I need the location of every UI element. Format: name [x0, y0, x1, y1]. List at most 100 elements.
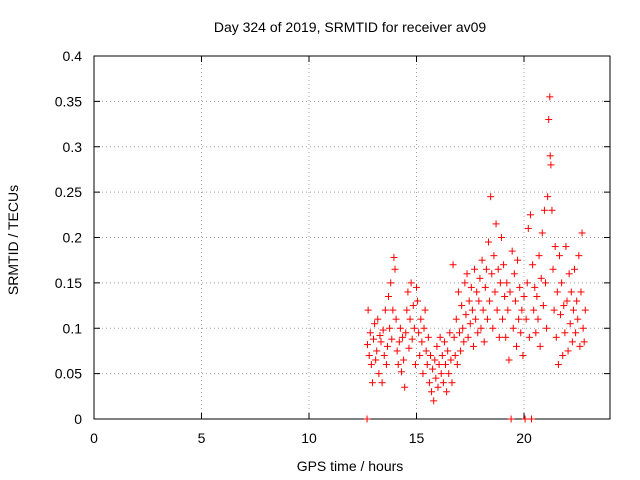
data-point [435, 361, 443, 369]
data-point [500, 261, 508, 269]
data-point [548, 206, 556, 214]
data-point [429, 365, 437, 373]
data-point [515, 315, 523, 323]
data-point [373, 347, 381, 355]
data-point [454, 288, 462, 296]
data-point [481, 283, 489, 291]
data-point [406, 315, 414, 323]
data-point [381, 306, 389, 314]
data-point [450, 333, 458, 341]
data-point [554, 361, 562, 369]
data-point [530, 306, 538, 314]
data-point [546, 152, 554, 160]
data-point [375, 370, 383, 378]
data-point [488, 270, 496, 278]
data-point [433, 342, 441, 350]
data-point [518, 306, 526, 314]
data-point [391, 265, 399, 273]
data-point [534, 315, 542, 323]
data-point [467, 283, 475, 291]
data-point [543, 324, 551, 332]
data-point [452, 315, 460, 323]
data-point [547, 161, 555, 169]
data-point [522, 315, 530, 323]
data-point [440, 338, 448, 346]
y-tick-label: 0.05 [55, 366, 82, 382]
data-point [444, 347, 452, 355]
y-tick-label: 0.35 [55, 93, 82, 109]
data-point [557, 311, 565, 319]
data-point [363, 415, 371, 423]
x-tick-label: 10 [301, 430, 317, 446]
data-point [574, 315, 582, 323]
data-point [459, 324, 467, 332]
data-point [523, 279, 531, 287]
data-point [438, 351, 446, 359]
data-point [392, 315, 400, 323]
data-point [449, 261, 457, 269]
data-point [553, 288, 561, 296]
data-point [364, 306, 372, 314]
data-point [516, 283, 524, 291]
data-point [538, 229, 546, 237]
data-point [524, 224, 532, 232]
data-point [520, 292, 528, 300]
data-point [451, 351, 459, 359]
data-point [494, 265, 502, 273]
data-point [415, 329, 423, 337]
data-point [390, 253, 398, 261]
data-point [383, 342, 391, 350]
data-point [505, 356, 513, 364]
data-point [474, 329, 482, 337]
data-point [404, 288, 412, 296]
data-point [565, 270, 573, 278]
x-tick-label: 5 [198, 430, 206, 446]
data-point [499, 315, 506, 323]
data-point [366, 329, 374, 337]
data-point [371, 320, 379, 328]
data-point [431, 356, 439, 364]
data-point [430, 397, 438, 405]
data-point [439, 379, 447, 387]
data-point [486, 297, 494, 305]
y-tick-label: 0 [74, 411, 82, 427]
data-point [571, 265, 579, 273]
data-point [532, 329, 540, 337]
data-point [376, 332, 384, 340]
data-point [501, 292, 509, 300]
data-point [550, 306, 558, 314]
data-point [445, 370, 453, 378]
data-point [457, 347, 465, 355]
data-point [526, 211, 534, 219]
data-point [478, 256, 486, 264]
data-point [581, 306, 589, 314]
x-tick-label: 20 [516, 430, 532, 446]
data-point [416, 351, 424, 359]
data-point [468, 306, 476, 314]
data-point [495, 333, 503, 341]
data-point [564, 347, 572, 355]
data-point [400, 356, 408, 364]
data-point [507, 415, 515, 423]
data-point [477, 324, 485, 332]
data-point [539, 302, 547, 310]
data-point [497, 234, 505, 241]
data-point [528, 415, 536, 423]
data-point [403, 306, 411, 314]
data-point [461, 279, 469, 287]
data-point [466, 320, 474, 328]
data-point [579, 324, 587, 332]
data-point [379, 326, 387, 334]
data-point [480, 338, 488, 346]
data-point [401, 383, 409, 391]
data-point [463, 270, 471, 278]
data-point [540, 206, 548, 214]
data-point [496, 279, 504, 287]
data-point [476, 274, 484, 282]
data-point [428, 388, 436, 396]
x-tick-label: 0 [90, 430, 98, 446]
data-point [426, 351, 434, 359]
chart-title: Day 324 of 2019, SRMTID for receiver av0… [214, 19, 487, 35]
data-point [562, 243, 570, 251]
